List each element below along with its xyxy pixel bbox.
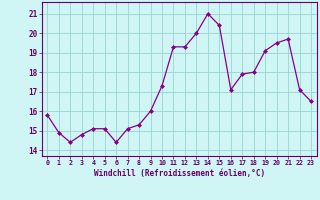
X-axis label: Windchill (Refroidissement éolien,°C): Windchill (Refroidissement éolien,°C) <box>94 169 265 178</box>
